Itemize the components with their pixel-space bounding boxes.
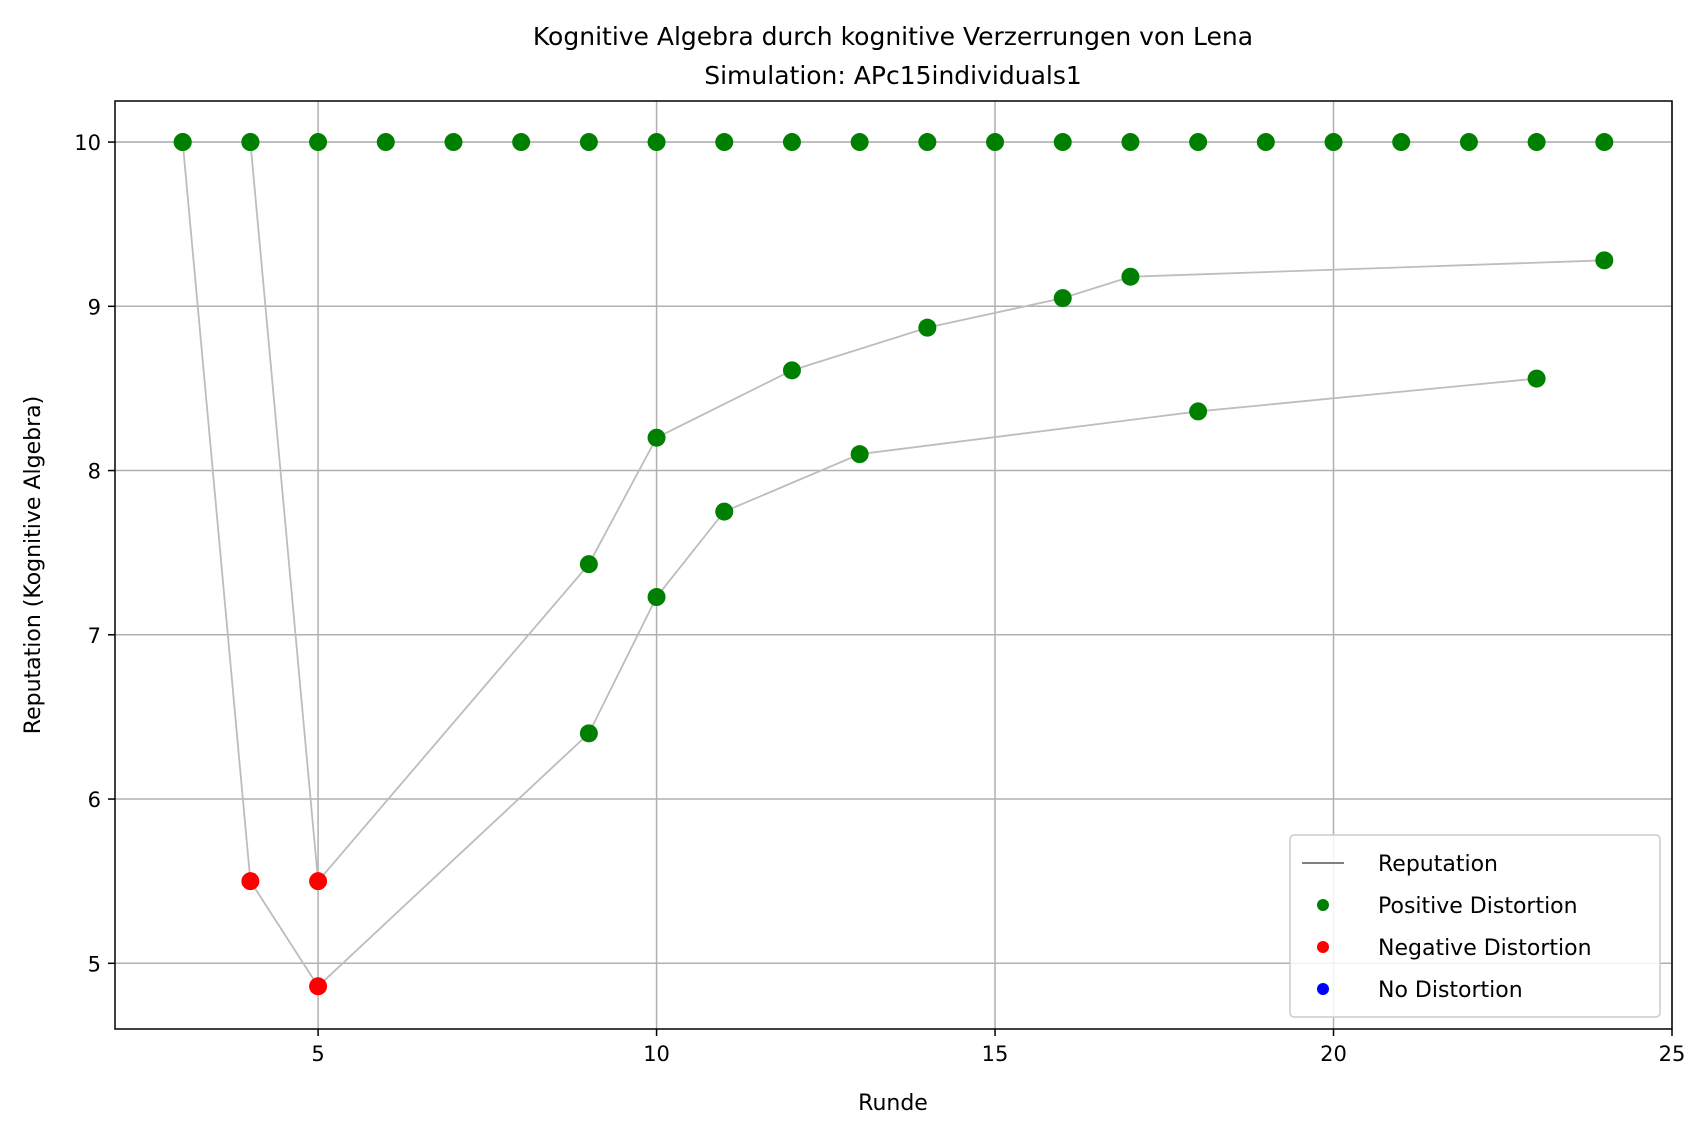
y-axis-label: Reputation (Kognitive Algebra)	[21, 396, 46, 734]
positive-distortion-point	[579, 724, 598, 743]
positive-distortion-point	[1256, 133, 1275, 152]
positive-distortion-point	[1121, 267, 1140, 286]
positive-distortion-point	[1392, 133, 1411, 152]
y-tick-label: 6	[88, 788, 101, 812]
chart-title: Kognitive Algebra durch kognitive Verzer…	[533, 22, 1253, 51]
positive-distortion-point	[1053, 133, 1072, 152]
positive-distortion-point	[173, 133, 192, 152]
legend-marker-swatch	[1317, 941, 1329, 953]
chart-subtitle: Simulation: APc15individuals1	[704, 61, 1082, 90]
reputation-line	[249, 141, 1605, 884]
positive-distortion-point	[918, 133, 937, 152]
legend-marker-swatch	[1317, 983, 1329, 995]
legend-label: Negative Distortion	[1378, 936, 1592, 961]
negative-distortion-point	[309, 872, 328, 891]
legend-label: Positive Distortion	[1378, 894, 1578, 919]
positive-distortion-point	[647, 133, 666, 152]
plot-frame	[114, 100, 1673, 1030]
positive-distortion-point	[647, 588, 666, 607]
positive-distortion-point	[1189, 402, 1208, 421]
y-tick-label: 10	[74, 131, 101, 155]
x-tick-label: 25	[1659, 1042, 1686, 1066]
y-tick-label: 9	[88, 295, 101, 319]
positive-distortion-point	[918, 318, 937, 337]
positive-distortion-point	[309, 133, 328, 152]
x-tick-label: 5	[311, 1042, 324, 1066]
positive-distortion-point	[444, 133, 463, 152]
positive-distortion-point	[1595, 251, 1614, 270]
positive-distortion-point	[715, 502, 734, 521]
positive-distortion-point	[512, 133, 531, 152]
positive-distortion-point	[376, 133, 395, 152]
positive-distortion-point	[1527, 369, 1546, 388]
negative-distortion-point	[241, 872, 260, 891]
positive-distortion-point	[850, 133, 869, 152]
legend: Reputation Positive Distortion Negative Di…	[1289, 834, 1661, 1018]
positive-distortion-point	[986, 133, 1005, 152]
positive-distortion-point	[579, 133, 598, 152]
positive-distortion-point	[1595, 133, 1614, 152]
x-axis-ticks: 5 10 15 20 25	[311, 1029, 1685, 1066]
positive-distortion-point	[1121, 133, 1140, 152]
positive-distortion-point	[1053, 289, 1072, 308]
x-axis-label: Runde	[858, 1091, 928, 1116]
positive-distortion-point	[579, 555, 598, 574]
data-points	[173, 133, 1614, 996]
x-tick-label: 20	[1320, 1042, 1347, 1066]
positive-distortion-point	[1189, 133, 1208, 152]
positive-distortion-point	[850, 445, 869, 464]
y-tick-label: 5	[88, 952, 101, 976]
y-tick-label: 8	[88, 460, 101, 484]
negative-distortion-point	[309, 977, 328, 996]
legend-box	[1289, 834, 1661, 1018]
positive-distortion-point	[1527, 133, 1546, 152]
y-tick-label: 7	[88, 624, 101, 648]
positive-distortion-point	[647, 428, 666, 447]
positive-distortion-point	[1459, 133, 1478, 152]
positive-distortion-point	[782, 133, 801, 152]
legend-marker-swatch	[1317, 899, 1329, 911]
positive-distortion-point	[1324, 133, 1343, 152]
y-axis-ticks: 5 6 7 8 9 10	[74, 131, 115, 976]
legend-label: No Distortion	[1378, 978, 1523, 1003]
positive-distortion-point	[782, 361, 801, 380]
x-tick-label: 10	[643, 1042, 670, 1066]
legend-label: Reputation	[1378, 852, 1498, 877]
positive-distortion-point	[715, 133, 734, 152]
x-tick-label: 15	[982, 1042, 1009, 1066]
positive-distortion-point	[241, 133, 260, 152]
